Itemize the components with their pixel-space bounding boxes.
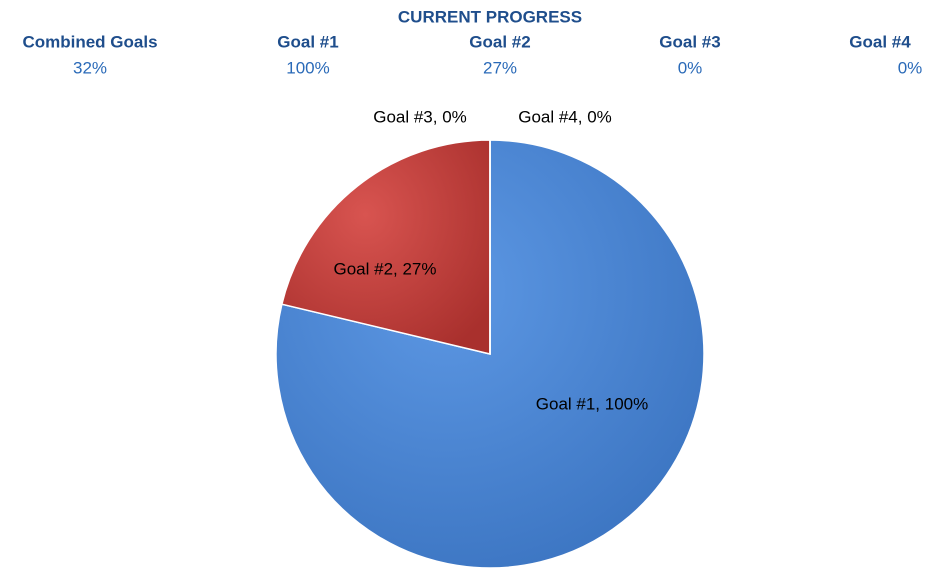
summary-value: 100% — [286, 58, 329, 77]
summary-label: Goal #1 — [277, 32, 338, 51]
data-label: Goal #2, 27% — [333, 259, 436, 278]
pie-slice — [275, 139, 705, 569]
summary-label: Combined Goals — [22, 32, 157, 51]
summary-value: 32% — [73, 58, 107, 77]
summary-label: Goal #2 — [469, 32, 530, 51]
chart-title: CURRENT PROGRESS — [398, 7, 582, 26]
summary-value: 27% — [483, 58, 517, 77]
summary-value: 0% — [898, 58, 923, 77]
summary-label: Goal #3 — [659, 32, 720, 51]
summary-label: Goal #4 — [849, 32, 911, 51]
pie-slice — [280, 139, 491, 355]
data-label: Goal #4, 0% — [518, 107, 612, 126]
data-label: Goal #1, 100% — [536, 394, 648, 413]
summary-value: 0% — [678, 58, 703, 77]
data-label: Goal #3, 0% — [373, 107, 467, 126]
